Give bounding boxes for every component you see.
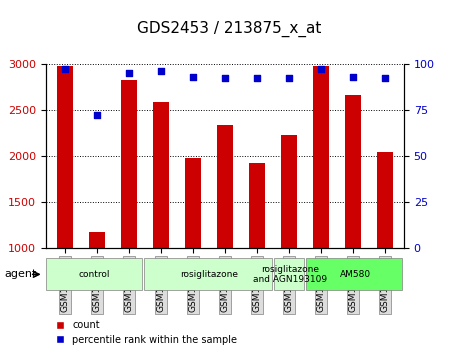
Bar xyxy=(249,163,265,248)
Bar xyxy=(121,80,137,248)
Text: rosiglitazone: rosiglitazone xyxy=(179,270,238,279)
Bar xyxy=(89,232,105,248)
Bar xyxy=(313,65,329,248)
Point xyxy=(125,70,133,76)
Point xyxy=(93,113,101,118)
Point xyxy=(285,76,292,81)
FancyBboxPatch shape xyxy=(46,258,142,290)
Point xyxy=(189,74,196,79)
Point xyxy=(253,76,261,81)
Bar xyxy=(345,95,361,248)
Legend: count, percentile rank within the sample: count, percentile rank within the sample xyxy=(51,316,241,349)
Point xyxy=(221,76,229,81)
FancyBboxPatch shape xyxy=(144,258,272,290)
Bar xyxy=(377,152,393,248)
Text: GDS2453 / 213875_x_at: GDS2453 / 213875_x_at xyxy=(137,21,322,38)
Bar xyxy=(185,158,201,248)
Point xyxy=(317,67,325,72)
Bar xyxy=(153,102,169,248)
FancyBboxPatch shape xyxy=(306,258,402,290)
Text: control: control xyxy=(79,270,111,279)
Text: rosiglitazone
and AGN193109: rosiglitazone and AGN193109 xyxy=(253,265,327,284)
Point xyxy=(62,67,69,72)
Point xyxy=(349,74,357,79)
Bar xyxy=(217,125,233,248)
Text: AM580: AM580 xyxy=(340,270,371,279)
Bar xyxy=(57,65,73,248)
Point xyxy=(381,76,388,81)
Point xyxy=(157,68,165,74)
FancyBboxPatch shape xyxy=(274,258,304,290)
Text: agent: agent xyxy=(5,269,37,279)
Bar xyxy=(281,135,297,248)
